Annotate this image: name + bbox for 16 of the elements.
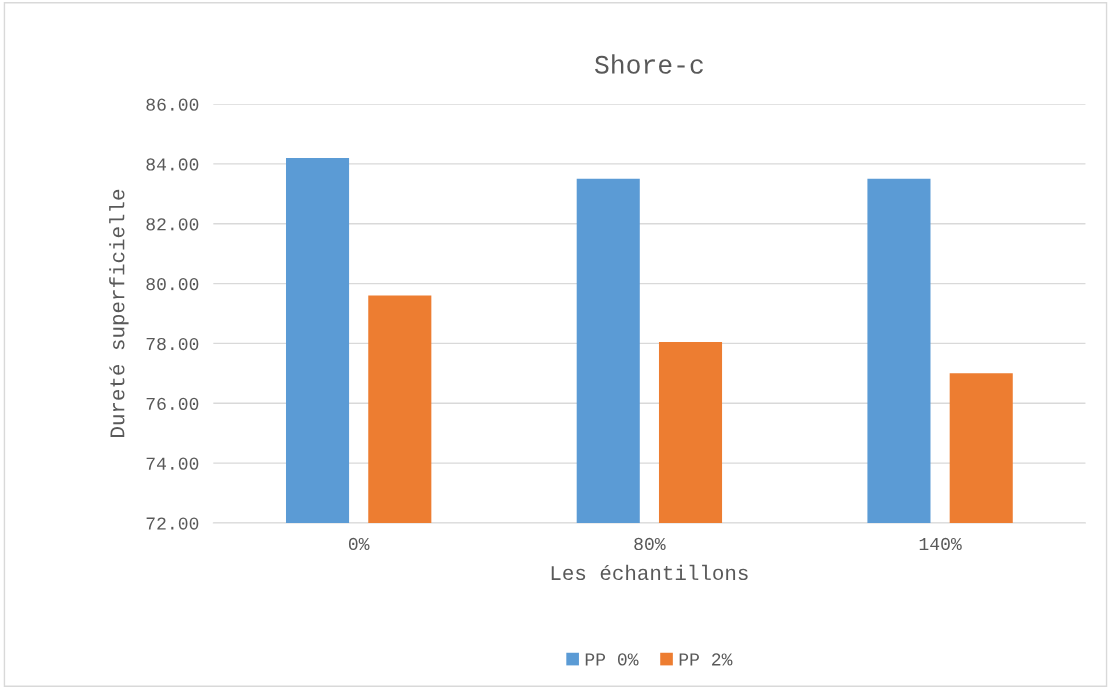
x-tick-label: 80% bbox=[634, 537, 666, 551]
y-tick-label: 80.00 bbox=[146, 278, 199, 291]
x-axis-title: Les échantillons bbox=[551, 564, 748, 581]
y-tick-label: 78.00 bbox=[146, 337, 199, 351]
y-tick-label: 74.00 bbox=[146, 457, 199, 470]
y-tick-label: 76.00 bbox=[146, 397, 199, 410]
x-tick-label: 140% bbox=[919, 537, 962, 551]
y-tick-label: 86.00 bbox=[146, 98, 199, 111]
y-tick-label: 84.00 bbox=[146, 158, 199, 171]
y-tick-label: 72.00 bbox=[146, 517, 199, 530]
y-tick-label: 82.00 bbox=[146, 218, 199, 231]
legend-label: PP 0% bbox=[585, 653, 639, 666]
chart-title: Shore-c bbox=[594, 54, 703, 74]
y-axis-title: Dureté superficielle bbox=[109, 189, 129, 437]
x-tick-label: 0% bbox=[348, 537, 370, 551]
legend-label: PP 2% bbox=[679, 653, 733, 666]
